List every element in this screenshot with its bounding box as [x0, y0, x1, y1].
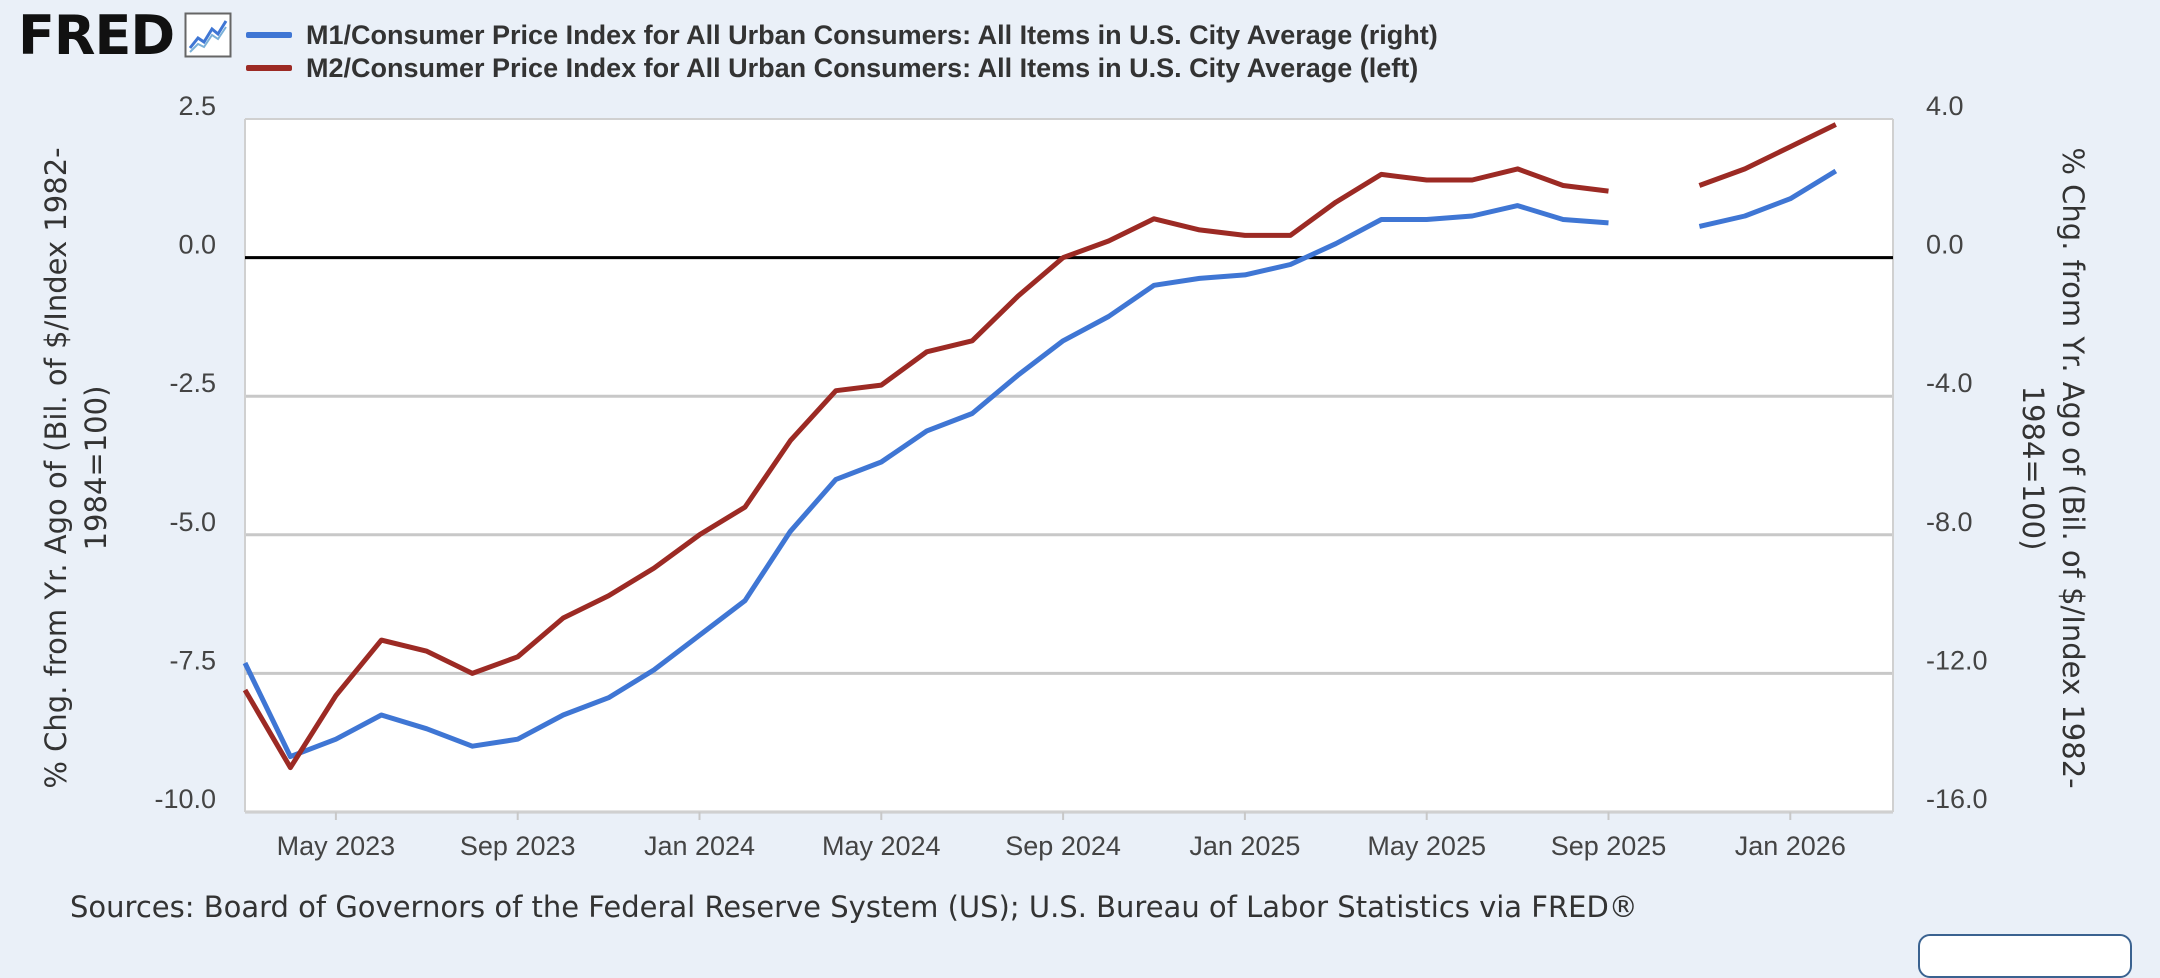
fred-logo[interactable]: FRED	[18, 4, 175, 67]
x-axis-ticks: May 2023 Sep 2023 Jan 2024 May 2024 Sep 2024…	[277, 812, 1846, 861]
legend-item-m2[interactable]: M2/Consumer Price Index for All Urban Co…	[246, 51, 1418, 85]
legend-swatch-m1	[246, 32, 292, 38]
left-tick-label: 2.5	[178, 91, 216, 121]
partial-button[interactable]	[1918, 934, 2132, 978]
x-tick-label: Jan 2024	[644, 831, 755, 861]
x-tick-label: Sep 2023	[460, 831, 576, 861]
source-note: Sources: Board of Governors of the Feder…	[70, 890, 1638, 924]
fred-graph-icon	[184, 12, 232, 58]
line-chart: 2.5 0.0 -2.5 -5.0 -7.5 -10.0 4.0 0.0 -4.0 -8.0 -1…	[39, 91, 2090, 861]
series-lines	[242, 122, 1838, 771]
left-tick-label: -7.5	[169, 645, 216, 675]
left-tick-label: -5.0	[169, 507, 216, 537]
series-line-m1[interactable]	[1698, 168, 1838, 229]
right-tick-label: -4.0	[1926, 368, 1973, 398]
legend-item-m1[interactable]: M1/Consumer Price Index for All Urban Co…	[246, 18, 1438, 52]
x-tick-label: Sep 2025	[1551, 831, 1667, 861]
right-tick-label: -12.0	[1926, 645, 1988, 675]
left-axis-ticks: 2.5 0.0 -2.5 -5.0 -7.5 -10.0	[154, 91, 216, 814]
left-axis-title: % Chg. from Yr. Ago of (Bil. of $/Index …	[39, 147, 113, 788]
right-axis-title: % Chg. from Yr. Ago of (Bil. of $/Index …	[2016, 147, 2090, 788]
right-tick-label: 0.0	[1926, 230, 1964, 260]
x-tick-label: Jan 2026	[1735, 831, 1846, 861]
right-tick-label: -8.0	[1926, 507, 1973, 537]
left-tick-label: -10.0	[154, 784, 216, 814]
x-tick-label: May 2025	[1367, 831, 1486, 861]
right-tick-label: -16.0	[1926, 784, 1988, 814]
right-tick-label: 4.0	[1926, 91, 1964, 121]
series-line-m1[interactable]	[242, 203, 1609, 760]
x-tick-label: May 2023	[277, 831, 396, 861]
left-tick-label: -2.5	[169, 368, 216, 398]
series-line-m2[interactable]	[1698, 122, 1837, 188]
x-tick-label: Sep 2024	[1005, 831, 1121, 861]
series-line-m2[interactable]	[242, 166, 1609, 771]
legend-label-m2: M2/Consumer Price Index for All Urban Co…	[306, 52, 1419, 83]
legend-swatch-m2	[246, 65, 292, 71]
x-tick-label: May 2024	[822, 831, 941, 861]
legend-label-m1: M1/Consumer Price Index for All Urban Co…	[306, 19, 1438, 50]
right-axis-ticks: 4.0 0.0 -4.0 -8.0 -12.0 -16.0	[1926, 91, 1988, 814]
chart-header: FRED M1/Consumer Price Index for All Urb…	[0, 0, 2160, 100]
plot-area	[245, 119, 1893, 812]
left-tick-label: 0.0	[178, 230, 216, 260]
x-tick-label: Jan 2025	[1189, 831, 1300, 861]
